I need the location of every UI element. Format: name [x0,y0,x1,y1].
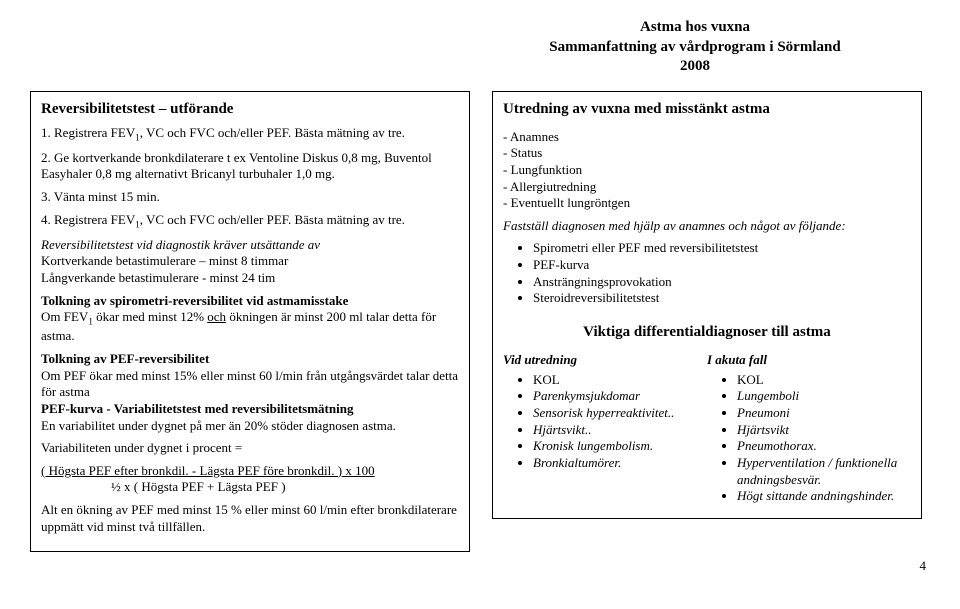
diagnosis-methods-list: Spirometri eller PEF med reversibilitets… [503,240,911,307]
method-3: Ansträngningsprovokation [533,274,911,291]
pef-title: Tolkning av PEF-reversibilitet [41,351,459,368]
step-2: 2. Ge kortverkande bronkdilaterare t ex … [41,150,459,183]
spiro-title: Tolkning av spirometri-reversibilitet vi… [41,293,348,308]
diff-col-a: Vid utredning KOL Parenkymsjukdomar Sens… [503,352,707,508]
fastställ-text: Fastställ diagnosen med hjälp av anamnes… [503,218,911,235]
b-item-7: Högt sittande andningshinder. [737,488,911,505]
formula-bot: ½ x ( Högsta PEF + Lägsta PEF ) [111,479,459,496]
diff-col-b-head: I akuta fall [707,352,911,369]
diagnostic-note-3: Långverkande betastimulerare - minst 24 … [41,270,459,287]
header-line-3: 2008 [460,57,930,77]
b-item-5: Pneumothorax. [737,438,911,455]
diagnostic-note-1: Reversibilitetstest vid diagnostik kräve… [41,237,459,254]
a-item-1: KOL [533,372,707,389]
b-item-4: Hjärtsvikt [737,422,911,439]
diagnostic-note-2: Kortverkande betastimulerare – minst 8 t… [41,253,459,270]
b-item-2: Lungemboli [737,388,911,405]
b-item-6: Hyperventilation / funktionella andnings… [737,455,911,488]
a-item-2: Parenkymsjukdomar [533,388,707,405]
diff-col-b: I akuta fall KOL Lungemboli Pneumoni Hjä… [707,352,911,508]
diff-list-b: KOL Lungemboli Pneumoni Hjärtsvikt Pneum… [707,372,911,505]
method-4: Steroidreversibilitetstest [533,290,911,307]
page-number: 4 [30,558,930,575]
header-line-2: Sammanfattning av vårdprogram i Sörmland [460,38,930,58]
step-4: 4. Registrera FEV1, VC och FVC och/eller… [41,212,459,231]
alt-text: Alt en ökning av PEF med minst 15 % elle… [41,502,459,535]
pef-body: Om PEF ökar med minst 15% eller minst 60… [41,368,459,401]
a-item-4: Hjärtsvikt.. [533,422,707,439]
pre-item-5: - Eventuellt lungröntgen [503,195,911,212]
var-body: En variabilitet under dygnet på mer än 2… [41,418,459,435]
left-box-title: Reversibilitetstest – utförande [41,100,459,119]
reversibility-box: Reversibilitetstest – utförande 1. Regis… [30,91,470,553]
diff-diag-columns: Vid utredning KOL Parenkymsjukdomar Sens… [503,352,911,508]
a-item-3: Sensorisk hyperreaktivitet.. [533,405,707,422]
main-columns: Reversibilitetstest – utförande 1. Regis… [30,91,930,553]
step-1: 1. Registrera FEV1, VC och FVC och/eller… [41,125,459,144]
a-item-6: Bronkialtumörer. [533,455,707,472]
right-box-title: Utredning av vuxna med misstänkt astma [503,100,911,119]
diff-list-a: KOL Parenkymsjukdomar Sensorisk hyperrea… [503,372,707,472]
pre-item-2: - Status [503,145,911,162]
header-line-1: Astma hos vuxna [460,18,930,38]
step-3: 3. Vänta minst 15 min. [41,189,459,206]
left-column: Reversibilitetstest – utförande 1. Regis… [30,91,470,553]
right-column: Utredning av vuxna med misstänkt astma -… [492,91,922,519]
var-title: PEF-kurva - Variabilitetstest med revers… [41,401,459,418]
a-item-5: Kronisk lungembolism. [533,438,707,455]
b-item-3: Pneumoni [737,405,911,422]
method-1: Spirometri eller PEF med reversibilitets… [533,240,911,257]
diff-col-a-head: Vid utredning [503,352,707,369]
pre-item-3: - Lungfunktion [503,162,911,179]
pre-item-1: - Anamnes [503,129,911,146]
investigation-box: Utredning av vuxna med misstänkt astma -… [492,91,922,519]
diff-diag-title: Viktiga differentialdiagnoser till astma [503,323,911,342]
pre-item-4: - Allergiutredning [503,179,911,196]
formula-lead: Variabiliteten under dygnet i procent = [41,440,459,457]
doc-header: Astma hos vuxna Sammanfattning av vårdpr… [460,18,930,77]
spiro-section: Tolkning av spirometri-reversibilitet vi… [41,293,459,345]
b-item-1: KOL [737,372,911,389]
method-2: PEF-kurva [533,257,911,274]
formula-top: ( Högsta PEF efter bronkdil. - Lägsta PE… [41,463,459,480]
